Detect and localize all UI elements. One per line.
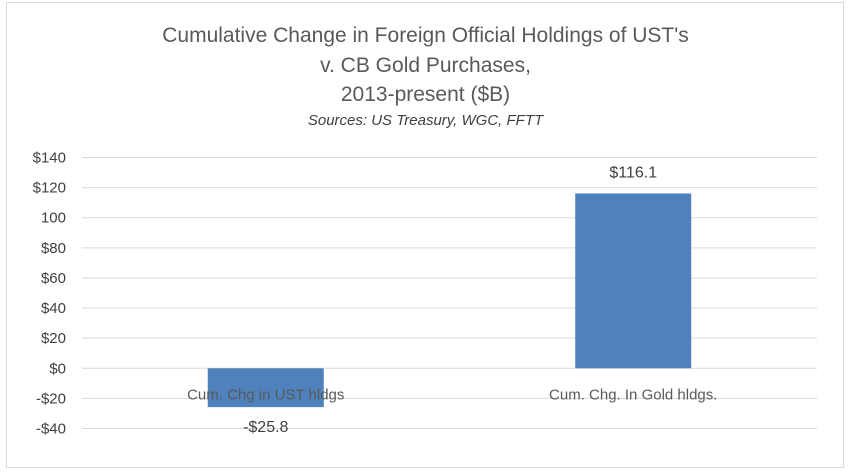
y-tick-label: -$40 — [36, 421, 66, 438]
category-label: Cum. Chg in UST hldgs — [187, 386, 344, 403]
chart-title-line-1: Cumulative Change in Foreign Official Ho… — [162, 24, 689, 47]
y-tick-label: $60 — [41, 270, 66, 287]
category-label: Cum. Chg. In Gold hldgs. — [549, 386, 717, 403]
chart-title-line-2: v. CB Gold Purchases, — [320, 54, 531, 77]
y-tick-label: 100 — [41, 210, 66, 227]
y-tick-label: $120 — [33, 180, 66, 197]
data-label: $116.1 — [609, 164, 657, 181]
bar — [207, 368, 324, 408]
y-tick-label: $140 — [33, 150, 66, 167]
y-tick-label: $20 — [41, 330, 66, 347]
category-labels: Cum. Chg in UST hldgs Cum. Chg. In Gold h… — [187, 386, 717, 403]
y-tick-label: $80 — [41, 240, 66, 257]
bar — [575, 193, 692, 369]
chart-subtitle: Sources: US Treasury, WGC, FFTT — [307, 112, 544, 129]
data-label: -$25.8 — [243, 419, 288, 436]
data-labels: -$25.8 $116.1 — [243, 164, 657, 436]
y-tick-label: $0 — [49, 360, 66, 377]
chart-frame — [6, 2, 844, 468]
bars — [207, 193, 692, 408]
y-tick-label: -$20 — [36, 390, 66, 407]
gridlines — [82, 157, 817, 429]
chart-title-line-3: 2013-present ($B) — [340, 83, 511, 106]
y-axis-tick-labels: $140 $120 100 $80 $60 $40 $20 $0 -$20 -$40 — [33, 150, 66, 438]
y-tick-label: $40 — [41, 300, 66, 317]
